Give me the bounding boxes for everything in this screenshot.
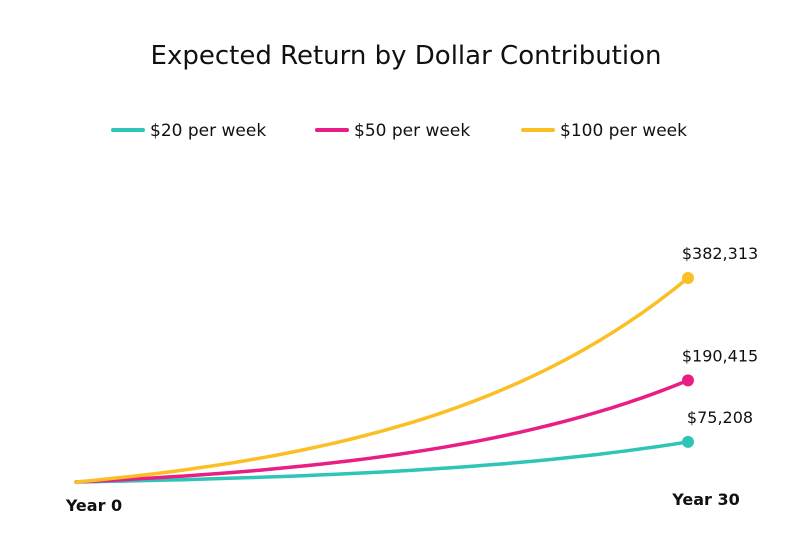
legend-label-100-per-week: $100 per week: [560, 121, 687, 141]
end-label-50-per-week: $190,415: [682, 346, 758, 365]
end-labels: $75,208 $190,415 $382,313: [682, 244, 758, 427]
legend: $20 per week $50 per week $100 per week: [111, 121, 687, 141]
x-tick-label-start: Year 0: [65, 496, 122, 515]
series-line-100-per-week: [74, 276, 690, 484]
end-point-20-per-week: [682, 435, 694, 448]
legend-label-20-per-week: $20 per week: [150, 121, 266, 141]
end-point-50-per-week: [682, 374, 694, 387]
legend-label-50-per-week: $50 per week: [354, 121, 470, 141]
end-label-100-per-week: $382,313: [682, 244, 758, 263]
x-tick-label-end: Year 30: [671, 490, 740, 509]
series-lines: [74, 276, 690, 484]
end-points: [682, 272, 694, 448]
end-point-100-per-week: [682, 272, 694, 284]
chart-title: Expected Return by Dollar Contribution: [151, 41, 662, 71]
series-line-20-per-week: [74, 440, 690, 484]
end-label-20-per-week: $75,208: [687, 408, 753, 427]
series-line-50-per-week: [74, 378, 690, 484]
